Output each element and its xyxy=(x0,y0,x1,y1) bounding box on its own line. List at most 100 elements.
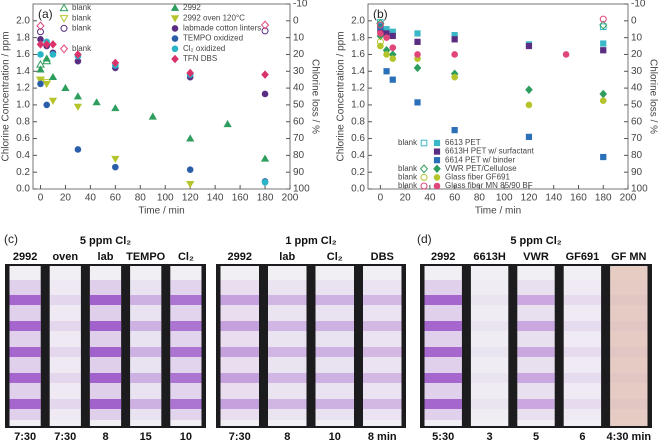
data-point xyxy=(186,181,195,189)
test-strip xyxy=(268,266,307,426)
x-tick-label: 0 xyxy=(378,193,384,204)
legend-label: blank xyxy=(398,164,418,173)
data-point xyxy=(111,155,120,163)
strip-band xyxy=(49,295,81,305)
data-point xyxy=(600,40,607,47)
strip-band xyxy=(268,373,307,383)
legend-marker xyxy=(420,139,428,147)
strip-time: 7:30 xyxy=(229,431,251,443)
y2-tick-label: -10 xyxy=(631,0,646,10)
strip-band xyxy=(49,373,81,383)
strip-band xyxy=(424,295,462,305)
strip-band xyxy=(363,373,402,383)
strip-band xyxy=(610,373,648,383)
test-strip xyxy=(49,266,81,426)
strip-time: 7:30 xyxy=(14,431,36,443)
strip-band xyxy=(49,399,81,409)
y-tick-label: 0.0 xyxy=(16,184,30,195)
strip-band xyxy=(89,321,122,331)
data-point xyxy=(37,51,44,58)
test-strip xyxy=(363,266,402,426)
y2-tick-label: 30 xyxy=(293,66,305,77)
strip-band xyxy=(424,347,462,357)
group-title: 5 ppm Cl₂ xyxy=(510,235,561,247)
legend-label: Glass fiber MN 85/90 BF xyxy=(445,181,533,190)
strip-band xyxy=(563,321,602,331)
strip-name: oven xyxy=(52,251,78,263)
strip-band xyxy=(89,295,122,305)
strip-band xyxy=(470,373,509,383)
y-tick-label: 1.0 xyxy=(16,100,30,111)
legend-marker xyxy=(433,139,441,147)
data-point xyxy=(414,38,421,45)
y-tick-label: 0.8 xyxy=(16,116,30,127)
x-tick-label: 0 xyxy=(38,193,44,204)
strip-band xyxy=(130,399,162,409)
data-point xyxy=(73,103,83,111)
legend-marker xyxy=(59,44,69,54)
data-point xyxy=(74,146,82,153)
panel-label: (c) xyxy=(4,232,18,246)
legend-marker xyxy=(170,3,180,11)
strip-band xyxy=(9,295,41,305)
y-tick-label: 0.8 xyxy=(351,116,365,127)
strip-band xyxy=(424,399,462,409)
y-tick-label: 1.4 xyxy=(351,66,365,77)
strip-band xyxy=(563,373,602,383)
x-tick-label: 60 xyxy=(449,193,461,204)
strip-band xyxy=(610,347,648,357)
data-point xyxy=(261,178,269,186)
strip-band xyxy=(517,295,555,305)
legend-label: blank xyxy=(72,13,92,22)
strip-time: 3 xyxy=(487,431,493,443)
legend-label: TEMPO oxidized xyxy=(183,34,243,43)
legend-label: blank xyxy=(72,44,92,53)
strip-band xyxy=(220,295,259,305)
x-tick-label: 60 xyxy=(110,193,122,204)
x-tick-label: 40 xyxy=(85,193,97,204)
strip-band xyxy=(9,321,41,331)
legend-marker xyxy=(420,182,428,190)
strip-name: 6613H xyxy=(473,251,505,263)
strip-time: 15 xyxy=(140,431,152,443)
x-tick-label: 180 xyxy=(257,193,274,204)
strip-band xyxy=(563,399,602,409)
x-tick-label: 160 xyxy=(570,193,587,204)
strip-band xyxy=(517,347,555,357)
strip-shade xyxy=(130,280,162,420)
x-tick-label: 140 xyxy=(207,193,224,204)
legend-marker xyxy=(171,54,179,64)
data-point xyxy=(186,134,195,142)
strip-time: 10 xyxy=(329,431,341,443)
data-point xyxy=(525,133,533,140)
y2-tick-label: 100 xyxy=(293,184,310,195)
data-point xyxy=(112,163,119,171)
strip-band xyxy=(170,347,202,357)
data-point xyxy=(261,70,269,79)
y-tick-label: 2.0 xyxy=(351,15,365,26)
y-tick-label: 1.6 xyxy=(16,49,30,60)
data-point xyxy=(389,76,396,83)
strip-time: 6 xyxy=(579,431,585,443)
legend-label: 2992 oven 120°C xyxy=(183,13,245,22)
data-point xyxy=(562,51,570,58)
strip-band xyxy=(9,399,41,409)
strip-band xyxy=(610,295,648,305)
x-tick-label: 180 xyxy=(595,193,612,204)
test-strip xyxy=(130,266,162,426)
strip-band xyxy=(315,321,354,331)
strip-shade xyxy=(49,280,81,420)
legend-marker xyxy=(60,24,68,32)
legend-marker xyxy=(419,164,429,174)
data-point xyxy=(414,30,421,37)
data-point xyxy=(42,80,51,89)
data-point xyxy=(389,44,397,52)
legend-label: blank xyxy=(398,181,418,190)
data-point xyxy=(73,92,83,100)
strip-band xyxy=(220,373,259,383)
legend-marker xyxy=(171,25,179,32)
x-tick-label: 200 xyxy=(282,193,299,204)
data-point xyxy=(36,28,44,36)
y-tick-label: 0.4 xyxy=(16,150,30,161)
data-point xyxy=(599,20,608,30)
